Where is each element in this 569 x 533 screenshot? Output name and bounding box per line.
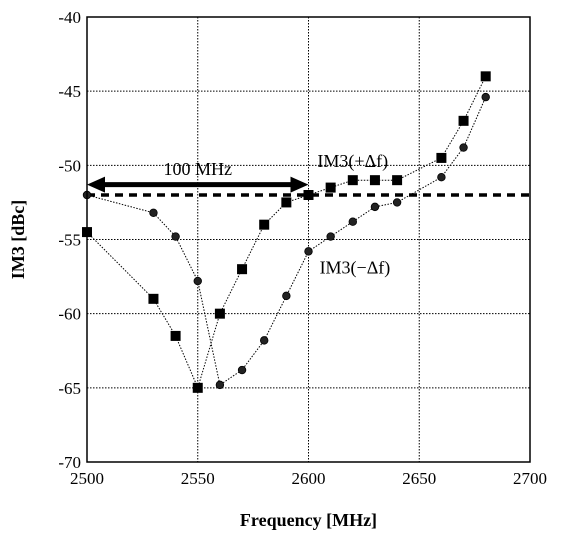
series-1-marker (436, 152, 447, 163)
series-1-marker (369, 175, 380, 186)
span-arrow-head-right (290, 176, 309, 193)
series-label: IM3(−Δf) (320, 258, 391, 279)
series-1-marker (237, 264, 248, 275)
y-tick-label: -50 (58, 156, 81, 175)
span-label: 100 MHz (164, 159, 233, 179)
y-tick-labels: -70 -65 -60 -55 -50 -45 -40 (58, 8, 81, 472)
series-lines (86, 76, 487, 390)
series-1-marker (325, 182, 336, 193)
x-axis-title: Frequency [MHz] (240, 510, 377, 530)
x-tick-label: 2500 (70, 469, 104, 488)
y-tick-label: -60 (58, 305, 81, 324)
series-1-marker (214, 308, 225, 319)
series-2-marker (215, 380, 225, 390)
series-1-marker (458, 115, 469, 126)
series-2-marker (370, 202, 380, 212)
series-2-marker (260, 336, 269, 345)
annotations: 100 MHz IM3(+Δf) IM3(−Δf) (164, 151, 391, 279)
series-2-marker (348, 217, 357, 226)
series-1-marker (192, 382, 203, 393)
series-2-marker (282, 291, 291, 301)
series-2-marker (437, 172, 446, 182)
x-tick-label: 2700 (513, 469, 547, 488)
series-1-marker (148, 293, 159, 304)
series-2-marker (392, 198, 402, 207)
series-2-marker (237, 365, 247, 375)
series-2-marker (459, 143, 468, 152)
y-tick-label: -45 (58, 82, 81, 101)
y-tick-label: -40 (58, 8, 81, 27)
series-label: IM3(+Δf) (317, 151, 388, 172)
y-tick-label: -65 (58, 379, 81, 398)
series-2-marker (481, 92, 490, 102)
y-tick-label: -70 (58, 453, 81, 472)
series-1-marker (281, 197, 292, 208)
series-2-marker (326, 232, 335, 241)
y-axis-title: IM3 [dBc] (8, 200, 28, 280)
series-2-marker (149, 208, 158, 217)
x-tick-label: 2650 (402, 469, 436, 488)
series-2-marker (193, 276, 202, 286)
series-line-1 (86, 76, 487, 390)
grid (87, 17, 530, 462)
series-1-marker (347, 175, 358, 186)
span-arrow-group (87, 176, 309, 193)
series-1-marker (392, 175, 403, 186)
series-1-marker (259, 219, 270, 230)
series-line-2 (86, 96, 487, 386)
series-1-marker (480, 71, 491, 82)
series-1-marker (170, 330, 181, 341)
x-tick-label: 2600 (292, 469, 326, 488)
y-tick-label: -55 (58, 231, 81, 250)
x-tick-label: 2550 (181, 469, 215, 488)
plot-frame (86, 16, 531, 463)
series-2-marker (304, 247, 313, 256)
series-2-marker (171, 232, 180, 241)
x-tick-labels: 2500 2550 2600 2650 2700 (70, 469, 547, 488)
series-markers (82, 71, 491, 393)
series-1-marker (303, 190, 314, 200)
span-arrow-head-left (87, 176, 105, 193)
